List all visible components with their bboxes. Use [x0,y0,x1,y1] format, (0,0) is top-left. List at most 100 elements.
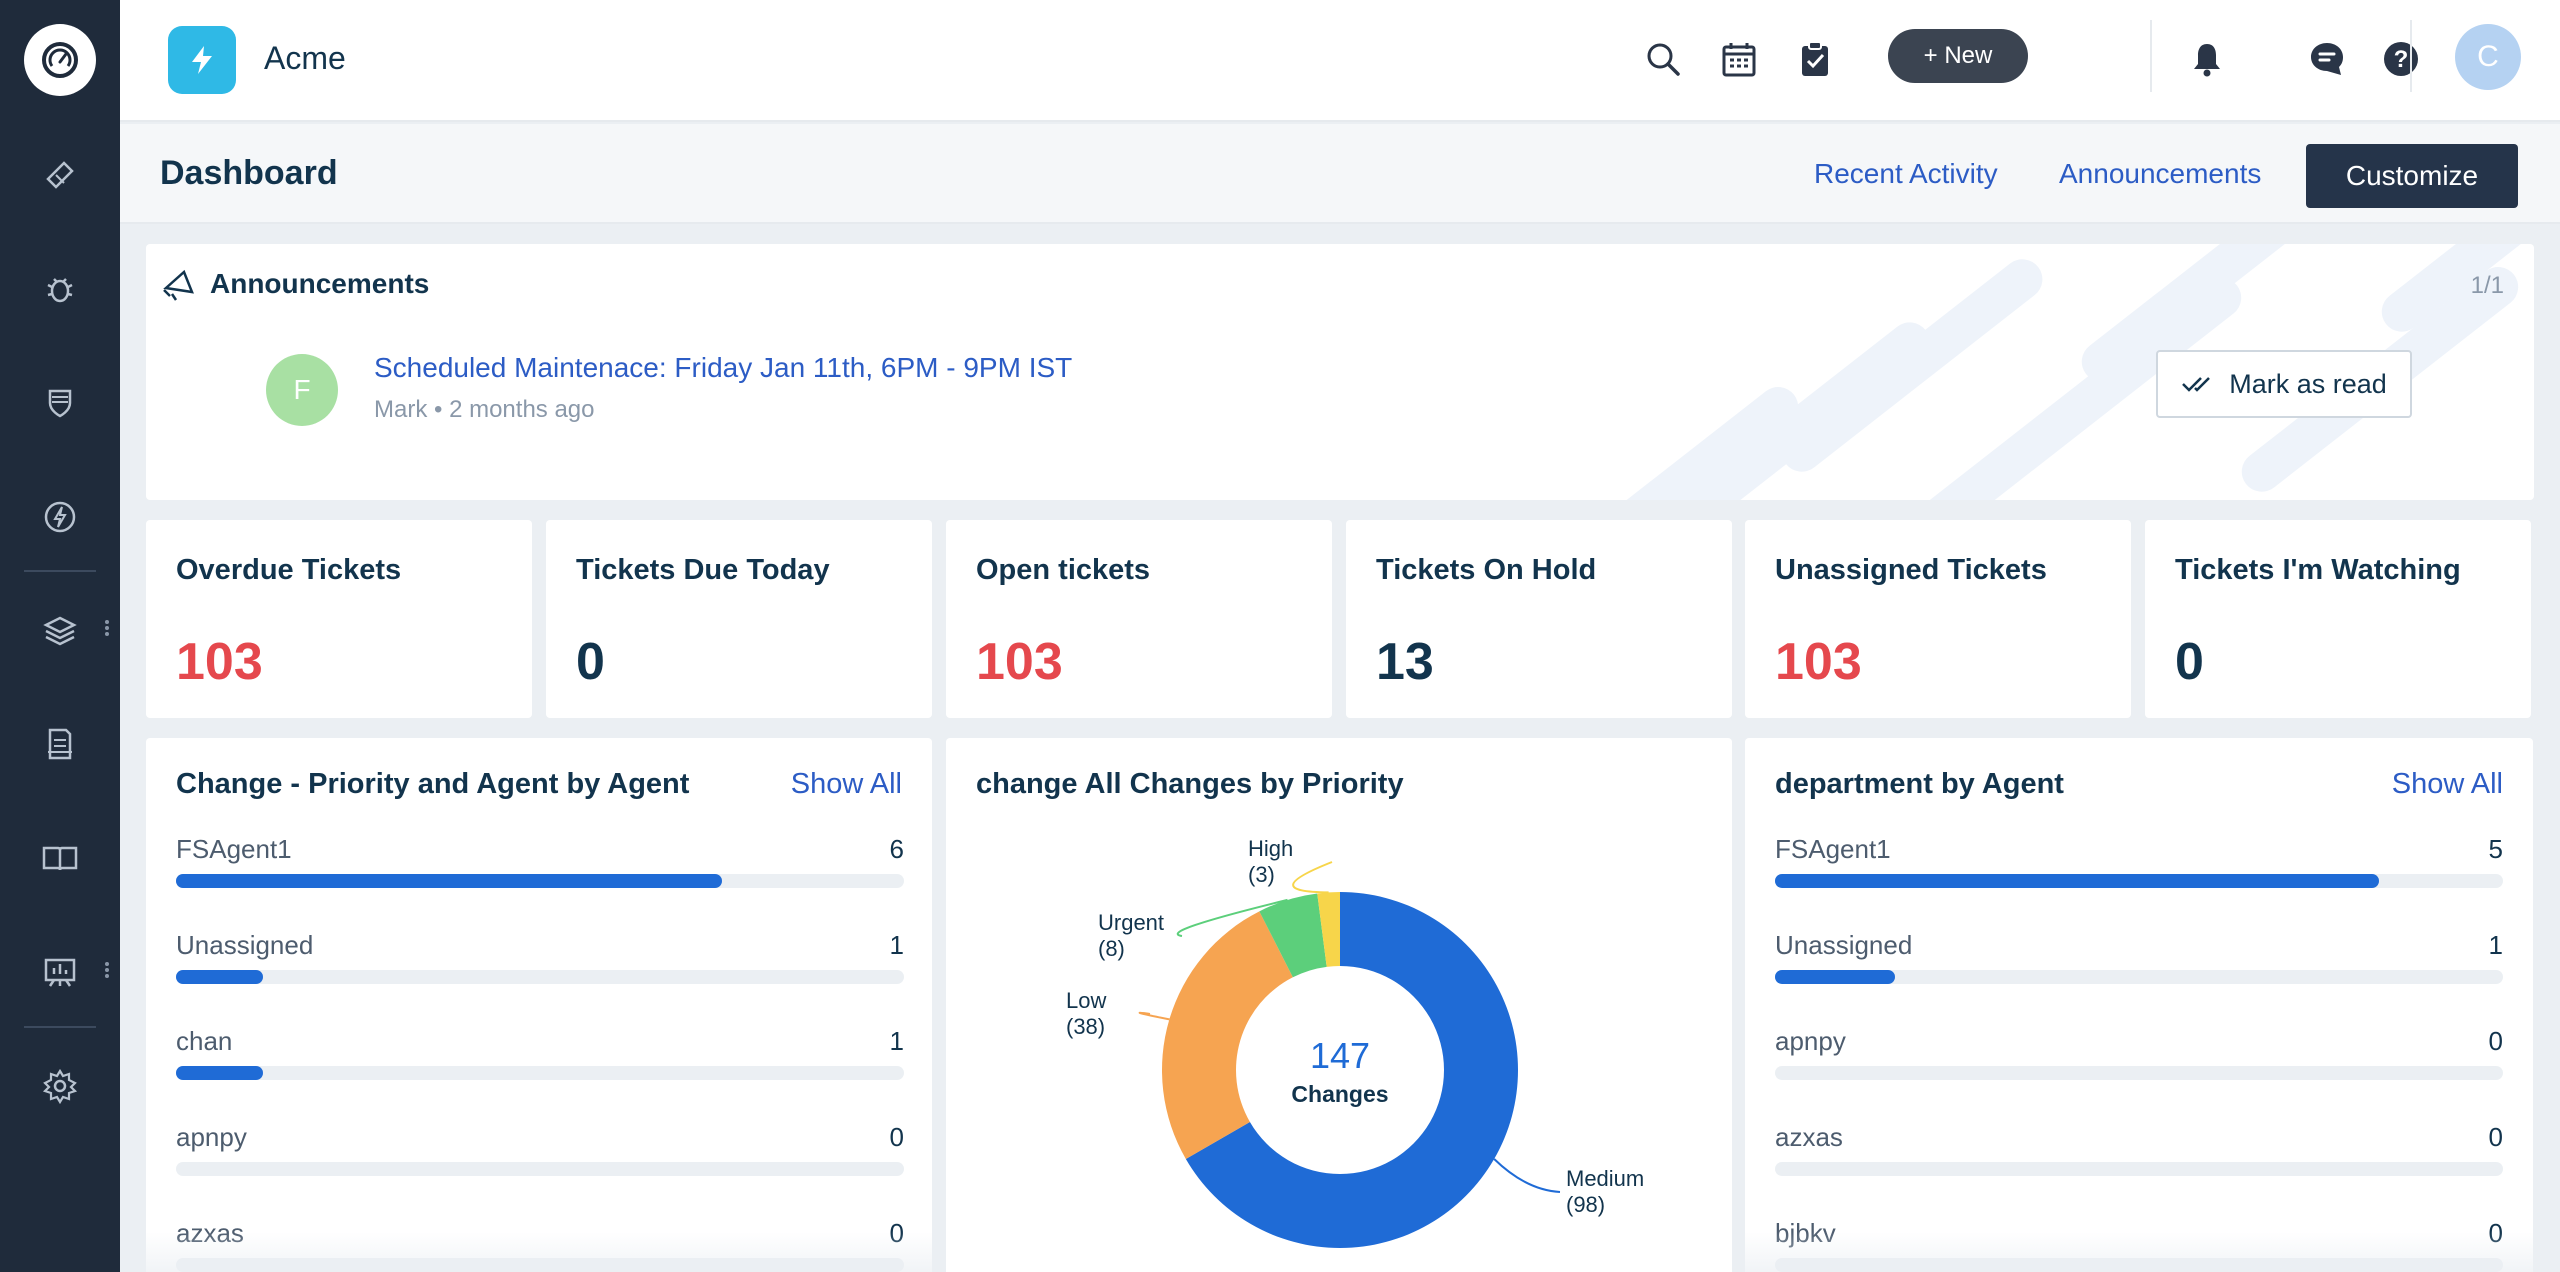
recent-activity-link[interactable]: Recent Activity [1814,158,1998,189]
header-separator-2 [2410,20,2412,92]
stat-card-due-today[interactable]: Tickets Due Today 0 [546,520,932,718]
user-avatar[interactable]: C [2455,24,2521,90]
bar-track [176,874,904,888]
slice-value-label: (3) [1248,862,1275,887]
bar-track [176,970,904,984]
bar-row[interactable]: apnpy 0 [176,1122,904,1218]
donut-chart: Medium(98) Low(38) Urgent(8) High(3) 147 Chan… [1066,836,1644,1248]
changes-priority-panel: change All Changes by Priority Medium (98… [946,738,1732,1272]
double-check-icon [2182,377,2211,392]
reports-icon[interactable] [0,927,120,1017]
panel-fade [1745,1232,2533,1272]
sidebar-divider-2 [24,1026,96,1028]
bar-row[interactable]: azxas 0 [1775,1122,2503,1218]
chat-icon[interactable] [2300,32,2354,86]
svg-text:?: ? [2394,46,2409,73]
bar-count: 0 [2488,1026,2503,1056]
announcement-pager: 1/1 [2470,272,2504,299]
search-icon[interactable] [1636,32,1690,86]
calendar-icon[interactable] [1712,32,1766,86]
bar-fill [1775,874,2380,888]
mark-as-read-button[interactable]: Mark as read [2156,350,2412,418]
show-all-link[interactable]: Show All [2391,768,2503,800]
slice-leader-line [1292,861,1333,894]
tickets-icon[interactable] [0,130,120,220]
stat-value: 0 [576,633,605,691]
panel-title: department by Agent [1775,768,2064,800]
brand-logo-icon[interactable] [168,26,236,94]
slice-label: Medium [1566,1166,1644,1191]
slice-leader-line [1176,898,1288,937]
customize-button[interactable]: Customize [2306,144,2518,208]
stat-value: 0 [2175,633,2204,691]
slice-value-label: (98) [1566,1192,1605,1217]
bar-count: 5 [2488,834,2503,864]
donut-slice-medium[interactable] [1185,892,1518,1248]
dashboard-icon[interactable] [24,24,96,96]
announcements-link[interactable]: Announcements [2059,158,2262,189]
bar-row[interactable]: FSAgent1 6 [176,834,904,930]
panel-title: Change - Priority and Agent by Agent [176,768,690,800]
sidebar [0,0,120,1272]
bar-fill [176,1066,264,1080]
stat-label: Tickets On Hold [1376,554,1597,586]
new-button[interactable]: + New [1888,29,2028,83]
panel-fade [146,1232,932,1272]
releases-bolt-icon[interactable] [0,472,120,562]
notifications-bell-icon[interactable] [2180,32,2234,86]
show-all-link[interactable]: Show All [790,768,902,800]
megaphone-icon [160,264,200,304]
bar-row[interactable]: apnpy 0 [1775,1026,2503,1122]
donut-slice-urgent[interactable] [1259,893,1327,978]
help-icon[interactable]: ? [2374,32,2428,86]
slice-label: Low [1066,988,1106,1013]
bar-row[interactable]: chan 1 [176,1026,904,1122]
bar-track [1775,970,2503,984]
bar-label: FSAgent1 [1775,834,1891,864]
bar-label: FSAgent1 [176,834,292,864]
page-header: Dashboard Recent Activity Announcements … [120,124,2560,224]
bar-label: apnpy [1775,1026,1846,1056]
slice-leader-line [1493,1158,1561,1193]
bar-row[interactable]: Unassigned 1 [1775,930,2503,1026]
mark-as-read-label: Mark as read [2229,368,2387,399]
slice-value-label: (8) [1098,936,1125,961]
assets-layers-icon[interactable] [0,585,120,675]
bar-label: Unassigned [176,930,314,960]
donut-total: 147 [1310,1035,1370,1076]
stat-card-open[interactable]: Open tickets 103 [946,520,1332,718]
bar-row[interactable]: FSAgent1 5 [1775,834,2503,930]
stat-card-watching[interactable]: Tickets I'm Watching 0 [2145,520,2531,718]
bar-count: 6 [889,834,904,864]
more-options-icon-2[interactable] [104,960,110,984]
bar-fill [1775,970,1896,984]
solutions-book-icon[interactable] [0,813,120,903]
stat-label: Tickets I'm Watching [2175,554,2461,586]
bar-count: 0 [2488,1122,2503,1152]
stat-card-on-hold[interactable]: Tickets On Hold 13 [1346,520,1732,718]
stat-label: Open tickets [976,554,1151,586]
priority-agent-panel: Change - Priority and Agent by Agent Sho… [146,738,932,1272]
bar-count: 1 [889,1026,904,1056]
bar-track [1775,874,2503,888]
donut-slice-low[interactable] [1162,911,1293,1159]
stat-label: Unassigned Tickets [1775,554,2047,586]
tasks-clipboard-icon[interactable] [1788,32,1842,86]
bar-label: Unassigned [1775,930,1913,960]
stat-card-overdue[interactable]: Overdue Tickets 103 [146,520,532,718]
problems-bug-icon[interactable] [0,244,120,334]
bar-label: chan [176,1026,233,1056]
settings-gear-icon[interactable] [0,1041,120,1131]
announcement-headline-link[interactable]: Scheduled Maintenace: Friday Jan 11th, 6… [374,352,1073,383]
donut-slice-high[interactable] [1317,892,1340,967]
bar-label: apnpy [176,1122,247,1152]
top-header: Acme + New ? C [120,0,2560,122]
announcement-card: Announcements 1/1 F Scheduled Maintenace… [146,244,2534,500]
changes-shield-icon[interactable] [0,358,120,448]
contracts-icon[interactable] [0,699,120,789]
stat-card-unassigned[interactable]: Unassigned Tickets 103 [1745,520,2131,718]
bar-fill [176,970,264,984]
more-options-icon[interactable] [104,618,110,642]
bar-row[interactable]: Unassigned 1 [176,930,904,1026]
donut-center-label: Changes [1291,1081,1388,1107]
